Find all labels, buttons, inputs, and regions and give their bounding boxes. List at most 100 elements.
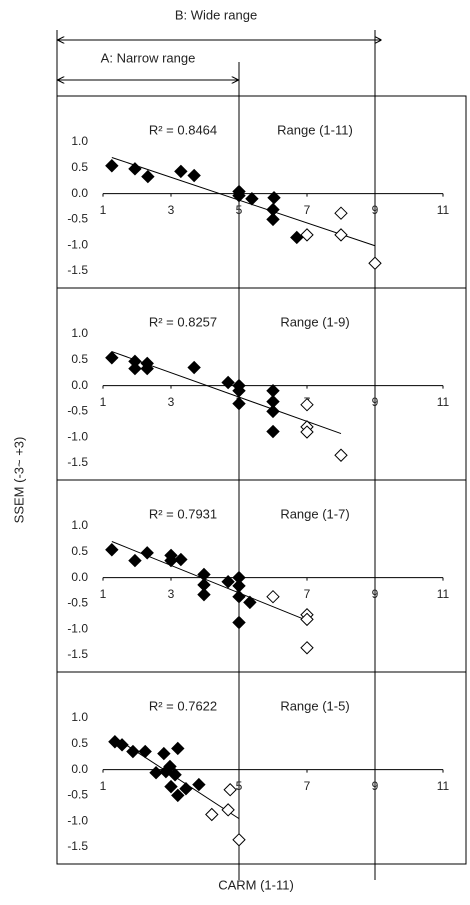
r2-label: R² = 0.8257 xyxy=(149,314,217,329)
y-tick-label: -1.5 xyxy=(67,647,88,661)
panel-frame xyxy=(56,671,467,865)
diamond-point xyxy=(174,552,188,567)
diamond-point xyxy=(266,212,280,227)
diamond-point xyxy=(128,361,142,376)
x-tick-label: 11 xyxy=(437,395,450,409)
x-tick-label: 9 xyxy=(372,395,379,409)
y-tick-label: -0.5 xyxy=(67,596,88,610)
x-tick-label: 3 xyxy=(168,587,175,601)
diamond-point xyxy=(221,375,235,390)
diamond-point xyxy=(300,397,314,412)
diamond-point xyxy=(334,448,348,462)
diamond-point xyxy=(138,744,152,759)
diamond-point xyxy=(368,256,382,270)
y-tick-label: 0.5 xyxy=(71,352,88,366)
y-tick-label: -0.5 xyxy=(67,212,88,226)
diamond-point xyxy=(266,404,280,419)
diamond-point xyxy=(157,746,171,761)
trendline xyxy=(111,157,376,247)
diamond-point xyxy=(105,543,119,557)
diamond-point xyxy=(300,425,314,439)
panel-frame xyxy=(56,479,467,673)
diamond-point xyxy=(232,833,246,847)
diamond-point xyxy=(115,738,129,752)
diamond-point xyxy=(300,228,314,242)
x-axis-label: CARM (1-11) xyxy=(218,877,294,892)
diamond-point xyxy=(300,612,314,627)
x-tick-label: 9 xyxy=(372,203,379,217)
range-title: Range (1-11) xyxy=(277,122,353,137)
diamond-point xyxy=(141,169,155,184)
x-tick-label: 1 xyxy=(100,587,107,601)
range-title: Range (1-7) xyxy=(280,506,349,521)
y-tick-label: -0.5 xyxy=(67,404,88,418)
diamond-point xyxy=(105,159,119,173)
range-title: Range (1-9) xyxy=(280,314,349,329)
x-tick-label: 11 xyxy=(437,203,450,217)
diamond-point xyxy=(187,168,201,183)
y-tick-label: 1.0 xyxy=(71,710,88,724)
x-tick-label: 5 xyxy=(236,779,243,793)
diamond-point xyxy=(197,587,211,602)
diamond-point xyxy=(174,164,188,179)
diamond-point xyxy=(300,641,314,655)
y-tick-label: 1.0 xyxy=(71,326,88,340)
y-tick-label: 0.0 xyxy=(71,186,88,200)
diamond-point xyxy=(334,206,348,220)
diamond-point xyxy=(205,807,219,822)
range-label: B: Wide range xyxy=(175,7,257,22)
diamond-point xyxy=(243,595,257,610)
y-tick-label: -1.0 xyxy=(67,621,88,635)
y-tick-label: -1.5 xyxy=(67,839,88,853)
r2-label: R² = 0.8464 xyxy=(149,122,217,137)
diamond-point xyxy=(149,765,163,780)
diamond-point xyxy=(179,781,193,796)
diamond-point xyxy=(126,744,140,759)
diamond-point xyxy=(187,360,201,375)
y-tick-label: -1.5 xyxy=(67,263,88,277)
diamond-point xyxy=(245,192,259,206)
x-tick-label: 7 xyxy=(304,779,311,793)
r2-label: R² = 0.7931 xyxy=(149,506,217,521)
y-tick-label: 1.0 xyxy=(71,134,88,148)
x-tick-label: 1 xyxy=(100,203,107,217)
y-tick-label: -1.0 xyxy=(67,429,88,443)
diamond-point xyxy=(140,361,154,376)
diamond-point xyxy=(128,553,142,568)
diamond-point xyxy=(334,228,348,242)
diamond-point xyxy=(164,553,178,568)
y-tick-label: 0.0 xyxy=(71,570,88,584)
x-tick-label: 9 xyxy=(372,587,379,601)
diamond-point xyxy=(266,589,280,604)
diamond-point xyxy=(171,788,185,803)
x-tick-label: 3 xyxy=(168,395,175,409)
x-tick-label: 11 xyxy=(437,779,450,793)
range-label: A: Narrow range xyxy=(101,50,196,65)
y-tick-label: 0.5 xyxy=(71,160,88,174)
x-tick-label: 1 xyxy=(100,395,107,409)
panel-frame xyxy=(56,287,467,481)
diamond-point xyxy=(192,777,206,792)
diamond-point xyxy=(164,779,178,794)
y-tick-label: 0.5 xyxy=(71,736,88,750)
x-tick-label: 5 xyxy=(236,203,243,217)
diamond-point xyxy=(290,230,304,245)
y-tick-label: 0.0 xyxy=(71,378,88,392)
range-title: Range (1-5) xyxy=(280,698,349,713)
diamond-point xyxy=(168,768,182,782)
x-tick-label: 7 xyxy=(304,203,311,217)
x-tick-label: 11 xyxy=(437,587,450,601)
x-tick-label: 7 xyxy=(304,587,311,601)
diamond-point xyxy=(267,191,281,205)
y-tick-label: -1.0 xyxy=(67,813,88,827)
x-tick-label: 9 xyxy=(372,779,379,793)
diamond-point xyxy=(140,546,154,560)
diamond-point xyxy=(232,589,246,604)
y-tick-label: -1.0 xyxy=(67,237,88,251)
diamond-point xyxy=(221,575,235,589)
diamond-point xyxy=(232,384,246,398)
diamond-point xyxy=(128,162,142,176)
diamond-point xyxy=(105,351,119,365)
diamond-point xyxy=(163,759,177,774)
